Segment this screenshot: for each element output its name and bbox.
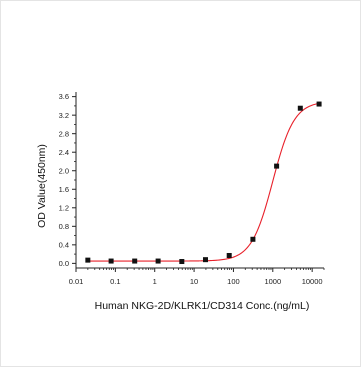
data-points (85, 101, 322, 265)
data-point (250, 236, 256, 242)
x-tick-label: 0.1 (110, 277, 120, 286)
y-tick-label: 1.6 (59, 185, 69, 194)
fit-curve (87, 102, 320, 262)
y-tick-label: 3.6 (59, 92, 69, 101)
x-tick-label: 100 (227, 277, 240, 286)
y-tick-label: 2.8 (59, 129, 69, 138)
data-point (155, 258, 161, 264)
y-tick-label: 3.2 (59, 111, 69, 120)
data-point (85, 257, 91, 263)
y-tick-label: 0.4 (59, 240, 69, 249)
data-point (274, 163, 280, 169)
y-axis-title: OD Value(450nm) (36, 144, 48, 228)
x-axis-title: Human NKG-2D/KLRK1/CD314 Conc.(ng/mL) (95, 300, 310, 312)
y-tick-label: 2.4 (59, 148, 69, 157)
data-point (108, 258, 114, 264)
data-point (316, 101, 322, 107)
y-tick-label: 2.0 (59, 166, 69, 175)
tick-labels: 0.01 0.1 1 10 100 1000 10000 0.0 0.4 0.8 1.2 1.6 2.0… (59, 92, 323, 286)
axes (72, 92, 325, 272)
data-point (226, 252, 232, 258)
x-tick-label: 10000 (302, 277, 323, 286)
data-point (132, 258, 138, 264)
y-tick-label: 0.8 (59, 222, 69, 231)
x-tick-label: 1000 (264, 277, 281, 286)
x-tick-label: 1 (153, 277, 157, 286)
data-point (202, 257, 208, 263)
x-tick-label: 10 (190, 277, 198, 286)
y-tick-label: 0.0 (59, 259, 69, 268)
y-tick-label: 1.2 (59, 203, 69, 212)
x-tick-label: 0.01 (69, 277, 84, 286)
data-point (297, 105, 303, 111)
data-point (179, 259, 185, 265)
